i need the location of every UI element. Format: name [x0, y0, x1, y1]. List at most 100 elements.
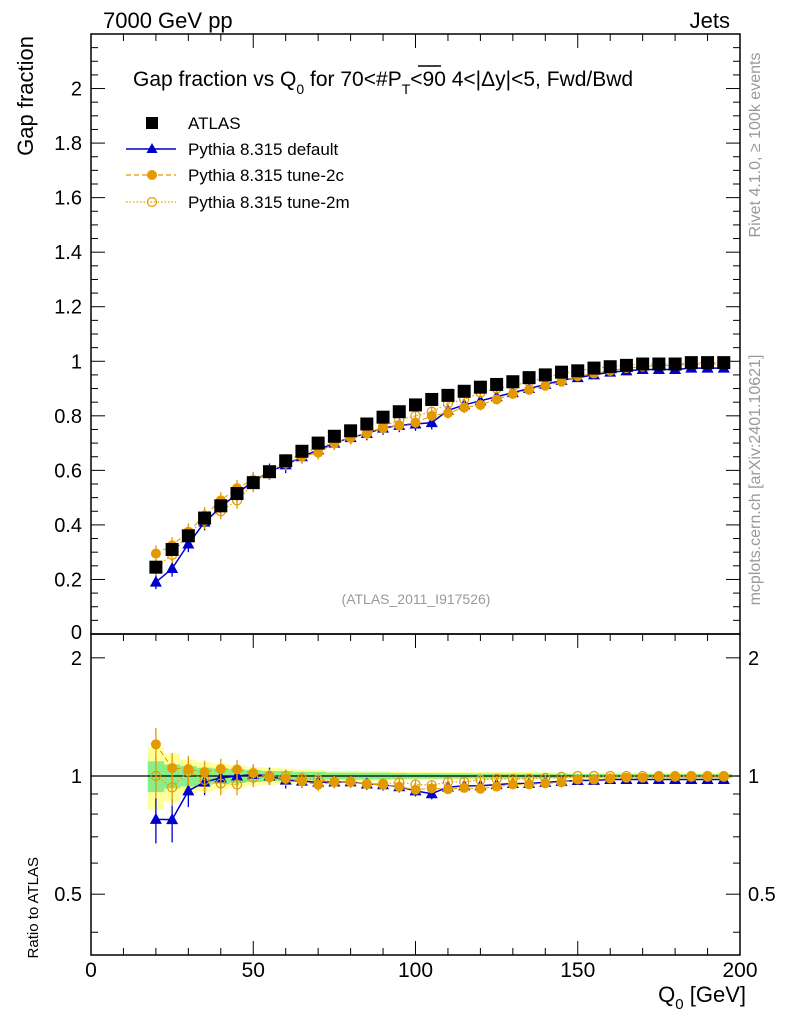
point-atlas [684, 356, 698, 370]
point-atlas [538, 368, 552, 382]
ratio-y-tick-label-right: 0.5 [748, 884, 776, 906]
ratio-point-pythia-8-315-tune-2c [215, 763, 226, 774]
x-tick-label: 0 [85, 959, 97, 982]
series-line-pythia-8-315-tune-2m [155, 362, 724, 568]
ratio-point-pythia-8-315-tune-2m [426, 780, 437, 791]
ratio-point-pythia-8-315-tune-2m [572, 770, 583, 782]
ratio-point-pythia-8-315-tune-2m [361, 778, 372, 790]
ratio-point-pythia-8-315-tune-2m [394, 777, 405, 788]
ratio-point-pythia-8-315-tune-2m [264, 770, 275, 782]
energy-label: 7000 GeV pp [103, 8, 233, 33]
legend-marker-tune-2m [146, 196, 158, 208]
ratio-point-pythia-8-315-tune-2m [669, 770, 681, 782]
ratio-point-pythia-8-315-tune-2m [621, 770, 632, 782]
point-atlas [392, 405, 406, 419]
ratio-point-pythia-8-315-tune-2m [491, 773, 502, 784]
y-tick-label: 0.6 [54, 460, 82, 482]
x-axis-label-main: Q [658, 982, 675, 1007]
y-tick-label: 0.2 [54, 569, 82, 591]
point-atlas [181, 529, 195, 543]
point-pythia-8-315-tune-2c [540, 380, 551, 391]
ratio-point-pythia-8-315-tune-2m [167, 782, 178, 793]
series-line-pythia-8-315-tune-2c [155, 363, 724, 555]
x-tick-label: 200 [722, 959, 757, 982]
y-tick-label: 0.8 [54, 406, 82, 428]
ratio-point-pythia-8-315-tune-2c [475, 783, 486, 794]
ratio-point-pythia-8-315-tune-2m [313, 774, 324, 785]
ratio-y-tick-label: 2 [71, 648, 82, 670]
point-atlas [603, 360, 617, 374]
point-atlas [473, 380, 487, 394]
x-tick-label: 150 [560, 959, 595, 982]
point-atlas [279, 454, 293, 468]
ratio-point-pythia-8-315-tune-2m [718, 770, 729, 782]
ratio-point-pythia-8-315-tune-2c [167, 762, 178, 773]
ratio-point-pythia-8-315-tune-2m [556, 771, 567, 782]
point-pythia-8-315-default [182, 537, 195, 549]
title-part-a: Gap fraction vs Q [133, 68, 296, 91]
ratio-point-pythia-8-315-tune-2m [248, 772, 259, 783]
point-pythia-8-315-default [166, 562, 179, 574]
y-tick-label: 0.4 [54, 515, 82, 537]
legend-label-tune-2c: Pythia 8.315 tune-2c [188, 166, 344, 185]
y-tick-label: 1 [71, 351, 82, 373]
point-atlas [587, 361, 601, 375]
ratio-point-pythia-8-315-tune-2m [231, 779, 243, 790]
ratio-point-pythia-8-315-default [149, 812, 162, 824]
y-axis-label: Gap fraction [13, 36, 38, 156]
point-atlas [409, 398, 422, 412]
ratio-point-pythia-8-315-tune-2m [442, 776, 454, 788]
point-atlas [555, 365, 569, 379]
ratio-point-pythia-8-315-tune-2c [507, 779, 518, 790]
title-sub-0: 0 [296, 81, 304, 97]
x-axis-label: Q0 [GeV] [658, 982, 746, 1013]
ratio-point-pythia-8-315-tune-2m [637, 770, 648, 782]
ratio-y-tick-label-right: 2 [748, 648, 759, 670]
legend-label-tune-2m: Pythia 8.315 tune-2m [188, 193, 350, 212]
legend-marker-atlas [146, 117, 158, 129]
ratio-point-pythia-8-315-tune-2m [702, 770, 713, 782]
legend-marker-default [146, 143, 158, 153]
ratio-point-pythia-8-315-tune-2m [183, 766, 194, 777]
legend-label-atlas: ATLAS [188, 114, 241, 133]
ratio-point-pythia-8-315-tune-2m [459, 776, 470, 787]
point-atlas [457, 384, 471, 398]
point-atlas [522, 371, 536, 385]
point-pythia-8-315-tune-2c [150, 548, 161, 559]
point-atlas [262, 465, 276, 479]
point-pythia-8-315-tune-2c [491, 394, 502, 405]
ratio-point-pythia-8-315-tune-2m [410, 779, 421, 790]
y-tick-label: 1.4 [54, 242, 82, 264]
x-tick-label: 100 [398, 959, 433, 982]
ratio-point-pythia-8-315-tune-2c [491, 781, 502, 792]
point-atlas [311, 436, 325, 450]
ratio-point-pythia-8-315-tune-2c [588, 774, 599, 785]
ratio-point-pythia-8-315-tune-2m [523, 773, 535, 784]
ratio-point-pythia-8-315-tune-2c [410, 784, 421, 795]
y-tick-label: 1.2 [54, 297, 82, 319]
ratio-point-pythia-8-315-tune-2m [150, 770, 161, 782]
point-atlas [327, 429, 341, 443]
x-axis-label-unit: [GeV] [684, 982, 746, 1007]
point-atlas [506, 375, 520, 389]
point-pythia-8-315-tune-2c [459, 402, 470, 413]
ratio-point-pythia-8-315-tune-2c [442, 784, 453, 795]
point-pythia-8-315-tune-2c [507, 389, 518, 399]
ratio-point-pythia-8-315-tune-2m [345, 776, 356, 787]
point-pythia-8-315-default [425, 416, 438, 428]
ratio-point-pythia-8-315-tune-2m [280, 770, 291, 782]
ratio-y-axis-label: Ratio to ATLAS [25, 857, 42, 958]
ratio-point-pythia-8-315-default [166, 813, 179, 825]
point-atlas [571, 364, 585, 378]
point-atlas [636, 357, 650, 371]
point-atlas [230, 487, 244, 501]
ratio-point-pythia-8-315-tune-2c [232, 764, 243, 775]
point-atlas [652, 357, 666, 371]
legend-marker-tune-2c [147, 170, 157, 180]
point-atlas [360, 417, 374, 431]
point-atlas [441, 388, 455, 402]
title-part-c: <90 4<|Δy|<5, Fwd/Bwd [410, 68, 633, 91]
point-atlas [668, 357, 682, 371]
ratio-point-pythia-8-315-tune-2m [605, 770, 616, 782]
ratio-point-pythia-8-315-tune-2c [524, 779, 535, 790]
